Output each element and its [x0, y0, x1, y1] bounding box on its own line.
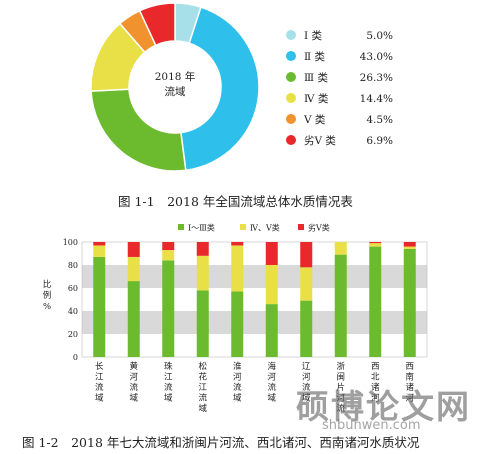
- donut-legend-label-4: Ⅴ 类: [303, 113, 326, 126]
- bar-ytick-label-4: 80: [68, 261, 78, 270]
- figure-1-caption: 图 1-1 2018 年全国流域总体水质情况表: [118, 194, 353, 209]
- bar-xtick-label-4: 淮河流域: [233, 361, 242, 404]
- bar-ytick-label-1: 20: [68, 330, 78, 339]
- bar-segment-0-0: [93, 256, 106, 357]
- bar-segment-3-0: [196, 290, 209, 357]
- donut-center-label-line1: 2018 年: [155, 70, 196, 83]
- figure-2-caption: 图 1-2 2018 年七大流域和浙闽片河流、西北诸河、西南诸河水质状况: [22, 435, 420, 450]
- bar-segment-6-0: [300, 300, 313, 357]
- bar-legend-swatch-2: [298, 224, 304, 230]
- bar-segment-6-2: [300, 242, 313, 268]
- bar-segment-9-1: [403, 246, 416, 249]
- bar-segment-0-2: [93, 242, 106, 246]
- bar-xtick-label-7: 浙闽片河流: [336, 361, 345, 414]
- bar-segment-4-0: [231, 291, 244, 357]
- bar-ytick-label-5: 100: [63, 238, 78, 247]
- bar-segment-4-1: [231, 245, 244, 292]
- watermark-url: shbunwen.com: [322, 418, 421, 433]
- bar-segment-5-2: [265, 242, 278, 265]
- bar-segment-7-0: [334, 254, 347, 357]
- bar-plot-frame: [81, 241, 428, 358]
- watermark-logo-text: 硕博论文网: [296, 387, 471, 426]
- donut-legend-value-4: 4.5%: [366, 114, 393, 126]
- donut-legend-swatch-0: [286, 30, 296, 40]
- bar-ytick-label-0: 0: [73, 353, 78, 362]
- bar-xtick-label-8: 西北诸河: [371, 362, 380, 404]
- bar-segment-8-1: [369, 243, 382, 247]
- bar-legend-swatch-1: [240, 224, 246, 230]
- bar-xtick-label-5: 海河流域: [267, 361, 276, 404]
- bar-ylabel-char-1: 例: [43, 290, 52, 301]
- bar-legend-label-2: 劣Ⅴ类: [308, 223, 330, 233]
- donut-legend-value-5: 6.9%: [366, 135, 393, 147]
- donut-center-label-line2: 流域: [165, 85, 186, 98]
- donut-legend-label-2: Ⅲ 类: [304, 71, 328, 84]
- donut-slice-5: [138, 2, 176, 47]
- donut-legend-label-5: 劣Ⅴ 类: [304, 134, 336, 147]
- bar-segment-1-1: [127, 256, 140, 282]
- donut-legend-swatch-2: [286, 72, 296, 82]
- bar-xtick-label-6: 辽河流域: [302, 362, 311, 404]
- donut-legend-value-3: 14.4%: [360, 93, 393, 105]
- donut-legend-swatch-4: [286, 114, 296, 124]
- donut-legend-swatch-5: [286, 135, 296, 145]
- bar-xtick-label-3: 松花江流域: [198, 361, 207, 414]
- donut-legend-swatch-3: [286, 93, 296, 103]
- bar-segment-3-1: [196, 255, 209, 291]
- donut-legend-label-3: Ⅳ 类: [304, 92, 329, 105]
- bar-legend-label-0: Ⅰ～Ⅲ类: [188, 223, 215, 233]
- bar-segment-5-0: [265, 304, 278, 357]
- bar-ytick-label-2: 40: [68, 307, 78, 316]
- bar-ylabel-char-2: %: [43, 302, 51, 312]
- donut-legend-swatch-1: [286, 51, 296, 61]
- bar-segment-3-2: [196, 242, 209, 256]
- bar-xtick-label-2: 珠江流域: [164, 361, 173, 404]
- bar-xtick-label-9: 西南诸河: [405, 362, 414, 404]
- stacked-bar-chart: Ⅰ～Ⅲ类 Ⅳ、Ⅴ类 劣Ⅴ类 0 20 40 60 80 100 比例% 长江流域 黄河流域 珠江流…: [43, 223, 428, 414]
- donut-legend-value-1: 43.0%: [360, 51, 393, 63]
- bar-segment-8-2: [369, 242, 382, 244]
- bar-ylabel-char-0: 比: [43, 279, 52, 290]
- bar-xtick-label-1: 黄河流域: [129, 361, 138, 404]
- bar-segment-4-2: [231, 242, 244, 246]
- donut-slice-1: [180, 6, 260, 172]
- donut-legend-label-0: Ⅰ 类: [304, 29, 322, 42]
- bar-legend-label-1: Ⅳ、Ⅴ类: [250, 223, 280, 233]
- bar-segment-7-1: [334, 242, 347, 255]
- bar-segment-1-0: [127, 281, 140, 357]
- bar-segment-9-0: [403, 248, 416, 357]
- bar-segment-0-1: [93, 245, 106, 257]
- donut-chart: 2018 年 流域 Ⅰ 类 5.0% Ⅱ 类 43.0% Ⅲ 类 26.3% Ⅳ 类 14.4…: [90, 2, 393, 172]
- donut-legend-value-0: 5.0%: [366, 30, 393, 42]
- bar-segment-6-1: [300, 267, 313, 301]
- donut-slice-2: [90, 88, 187, 172]
- bar-segment-5-1: [265, 265, 278, 305]
- bar-xtick-label-0: 长江流域: [95, 361, 104, 404]
- bar-segment-9-2: [403, 242, 416, 247]
- bar-legend-swatch-0: [178, 224, 184, 230]
- bar-segment-8-0: [369, 246, 382, 357]
- bar-segment-2-0: [162, 260, 175, 357]
- bar-ytick-label-3: 60: [68, 284, 78, 293]
- bar-segment-2-2: [162, 242, 175, 251]
- donut-legend-value-2: 26.3%: [360, 72, 393, 84]
- bar-segment-1-2: [127, 242, 140, 257]
- bar-segment-2-1: [162, 250, 175, 261]
- donut-legend-label-1: Ⅱ 类: [304, 50, 325, 63]
